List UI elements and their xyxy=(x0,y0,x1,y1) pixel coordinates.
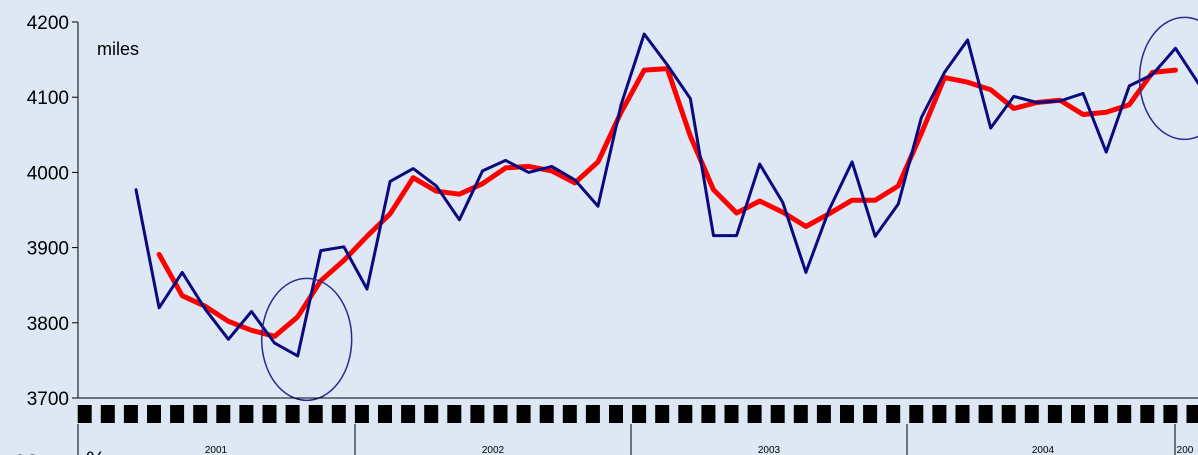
month-tick xyxy=(932,405,947,423)
month-tick xyxy=(424,405,439,423)
month-tick xyxy=(1094,405,1109,423)
month-tick xyxy=(1047,405,1062,423)
month-tick xyxy=(493,405,508,423)
month-tick xyxy=(470,405,485,423)
month-tick xyxy=(909,405,924,423)
bottom-cut-symbol: % xyxy=(86,447,106,455)
y-tick-label: 3800 xyxy=(27,314,69,335)
month-tick xyxy=(747,405,762,423)
month-tick xyxy=(609,405,623,423)
month-tick xyxy=(724,405,739,423)
month-tick xyxy=(447,405,462,423)
month-tick xyxy=(378,405,392,423)
x-axis: 2001 2002 2003 2004 200 xyxy=(77,397,1198,455)
month-tick xyxy=(701,405,716,423)
month-tick xyxy=(193,405,208,423)
series-line-1 xyxy=(134,32,1198,358)
month-tick xyxy=(562,405,577,423)
month-tick xyxy=(1186,405,1198,423)
y-tick-label: 4000 xyxy=(27,163,69,184)
month-tick xyxy=(331,405,346,423)
year-label: 2002 xyxy=(482,445,505,455)
month-tick xyxy=(770,405,785,423)
month-tick xyxy=(1071,405,1085,423)
month-tick xyxy=(978,405,993,423)
month-tick xyxy=(354,405,369,423)
month-tick xyxy=(1117,405,1132,423)
annotation-ellipse xyxy=(1138,16,1198,141)
y-tick-label: 3900 xyxy=(27,239,69,260)
month-tick xyxy=(840,405,854,423)
month-tick xyxy=(77,405,92,423)
month-tick xyxy=(308,405,323,423)
annotation-ellipse xyxy=(260,277,353,402)
month-tick xyxy=(1140,405,1155,423)
annotation-layer xyxy=(260,16,1198,402)
month-tick xyxy=(285,405,300,423)
month-tick xyxy=(147,405,161,423)
month-tick xyxy=(655,405,670,423)
year-label: 200 xyxy=(1177,445,1194,455)
month-tick xyxy=(239,405,254,423)
month-tick xyxy=(678,405,693,423)
month-tick xyxy=(516,405,531,423)
bottom-cut-text: 93 xyxy=(14,450,38,455)
month-tick xyxy=(100,405,115,423)
month-tick xyxy=(886,405,901,423)
month-tick xyxy=(216,405,231,423)
year-label: 2003 xyxy=(758,445,781,455)
year-label: 2001 xyxy=(205,445,228,455)
y-axis: 3700 3800 3900 4000 4100 4200 xyxy=(27,13,79,410)
month-tick xyxy=(170,405,185,423)
series-line-2 xyxy=(156,66,1178,339)
month-tick xyxy=(1024,405,1039,423)
month-tick xyxy=(539,405,554,423)
month-tick xyxy=(1001,405,1016,423)
month-tick xyxy=(816,405,831,423)
y-tick-label: 4100 xyxy=(27,88,69,109)
y-tick-label: 3700 xyxy=(27,389,69,410)
series-layer xyxy=(134,32,1198,358)
month-tick xyxy=(863,405,878,423)
month-tick xyxy=(1163,405,1178,423)
month-tick xyxy=(262,405,277,423)
month-tick xyxy=(585,405,600,423)
month-tick xyxy=(955,405,970,423)
month-tick xyxy=(401,405,416,423)
month-tick xyxy=(793,405,808,423)
unit-label: miles xyxy=(97,39,139,59)
month-tick xyxy=(123,405,138,423)
year-label: 2004 xyxy=(1032,445,1055,455)
month-tick xyxy=(632,405,647,423)
y-tick-label: 4200 xyxy=(27,13,69,34)
